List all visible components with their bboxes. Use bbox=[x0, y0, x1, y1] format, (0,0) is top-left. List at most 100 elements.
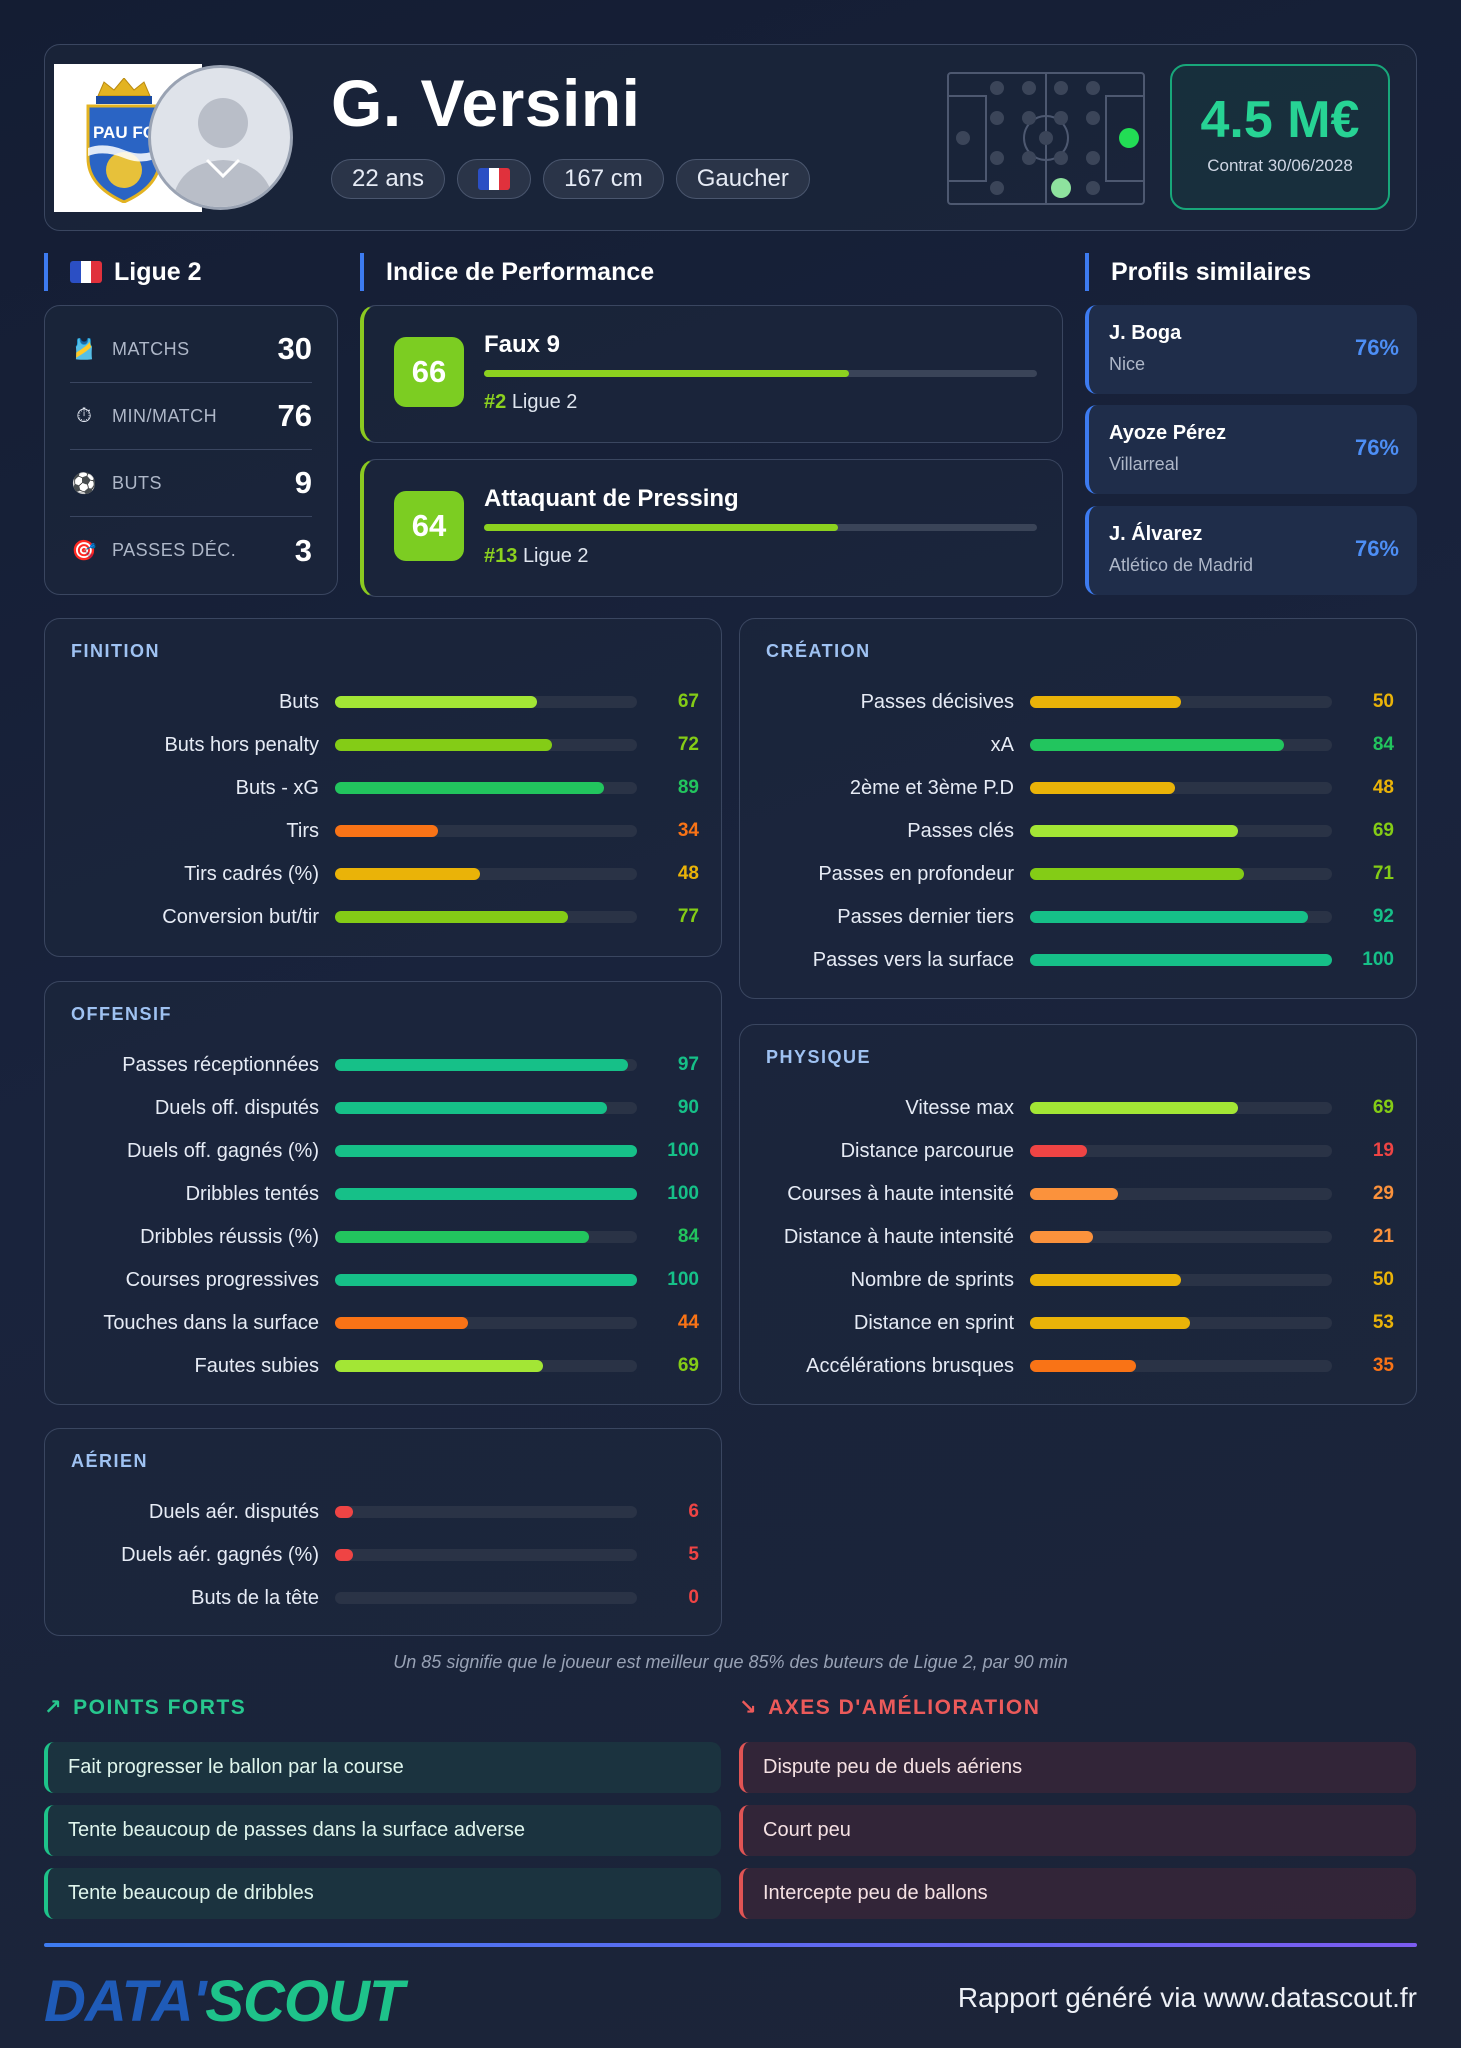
weakness-item: Dispute peu de duels aériens bbox=[739, 1742, 1416, 1793]
performance-score: 64 bbox=[394, 491, 464, 561]
similar-profile-card[interactable]: J. Álvarez Atlético de Madrid 76% bbox=[1085, 506, 1417, 595]
weaknesses-heading: ↘ AXES D'AMÉLIORATION bbox=[739, 1695, 1040, 1720]
metric-value: 21 bbox=[1372, 1226, 1394, 1247]
metric-row: Passes décisives 50 bbox=[740, 687, 1416, 717]
metric-label: Duels off. disputés bbox=[154, 1097, 319, 1119]
metric-value: 100 bbox=[667, 1140, 699, 1161]
metric-value: 6 bbox=[688, 1501, 699, 1522]
percentile-note: Un 85 signifie que le joueur est meilleu… bbox=[393, 1652, 1068, 1672]
metric-label: Passes réceptionnées bbox=[122, 1054, 319, 1076]
metric-bar bbox=[335, 868, 637, 880]
stat-row-assists: 🎯 PASSES DÉC. 3 bbox=[70, 517, 312, 584]
metric-label: Accélérations brusques bbox=[806, 1355, 1014, 1377]
performance-bar bbox=[484, 370, 1037, 377]
metric-value: 72 bbox=[677, 734, 699, 755]
metric-row: Duels aér. disputés 6 bbox=[45, 1497, 721, 1527]
metric-label: 2ème et 3ème P.D bbox=[849, 777, 1014, 799]
metric-bar-fill bbox=[335, 1102, 607, 1114]
metric-value: 100 bbox=[1362, 949, 1394, 970]
panel-title: PHYSIQUE bbox=[766, 1047, 872, 1067]
metric-bar bbox=[1030, 1231, 1332, 1243]
metric-row: Duels aér. gagnés (%) 5 bbox=[45, 1540, 721, 1570]
metric-bar-fill bbox=[335, 825, 438, 837]
panel-finition: FINITION Buts 67 Buts hors penalty 72 Buts -… bbox=[44, 618, 722, 957]
similar-profile-card[interactable]: J. Boga Nice 76% bbox=[1085, 305, 1417, 394]
metric-bar-fill bbox=[335, 1059, 628, 1071]
metric-value: 89 bbox=[677, 777, 699, 798]
metric-value: 67 bbox=[677, 691, 699, 712]
metric-bar bbox=[335, 1592, 637, 1604]
metric-bar bbox=[1030, 696, 1332, 708]
metric-bar-fill bbox=[335, 1231, 589, 1243]
stat-row-goals: ⚽ BUTS 9 bbox=[70, 450, 312, 517]
metric-bar-fill bbox=[1030, 1360, 1136, 1372]
metric-bar-fill bbox=[1030, 1145, 1088, 1157]
metric-bar-fill bbox=[335, 911, 568, 923]
stat-value: 9 bbox=[294, 465, 312, 500]
metric-value: 97 bbox=[677, 1054, 699, 1075]
metric-bar-fill bbox=[1030, 1188, 1118, 1200]
metric-value: 84 bbox=[1372, 734, 1394, 755]
player-info-pills: 22 ans 167 cm Gaucher bbox=[331, 159, 810, 199]
metric-value: 84 bbox=[677, 1226, 699, 1247]
panel-title: FINITION bbox=[71, 641, 160, 661]
metric-label: Distance en sprint bbox=[853, 1312, 1014, 1334]
metric-value: 92 bbox=[1372, 906, 1394, 927]
strengths-title: POINTS FORTS bbox=[73, 1695, 247, 1719]
strengths-heading: ↗ POINTS FORTS bbox=[44, 1695, 246, 1720]
similar-player-name: J. Boga bbox=[1109, 322, 1182, 344]
metric-value: 69 bbox=[1372, 820, 1394, 841]
metric-label: Fautes subies bbox=[194, 1355, 319, 1377]
metric-bar bbox=[1030, 1145, 1332, 1157]
similar-profile-card[interactable]: Ayoze Pérez Villarreal 76% bbox=[1085, 405, 1417, 494]
metric-bar bbox=[1030, 825, 1332, 837]
metric-row: Passes clés 69 bbox=[740, 816, 1416, 846]
metric-bar bbox=[335, 696, 637, 708]
metric-row: 2ème et 3ème P.D 48 bbox=[740, 773, 1416, 803]
metric-label: Distance parcourue bbox=[840, 1140, 1014, 1162]
metric-label: Buts hors penalty bbox=[164, 734, 319, 756]
metric-bar-fill bbox=[1030, 1317, 1191, 1329]
france-flag-icon bbox=[478, 168, 511, 190]
weakness-item: Intercepte peu de ballons bbox=[739, 1868, 1416, 1919]
metric-label: Passes décisives bbox=[860, 691, 1014, 713]
shirt-icon: 🎽 bbox=[71, 338, 97, 361]
metric-bar-fill bbox=[335, 1188, 637, 1200]
metric-value: 53 bbox=[1372, 1312, 1394, 1333]
metric-bar-fill bbox=[335, 696, 538, 708]
club-logo-text: PAU FC bbox=[93, 123, 155, 142]
age-pill: 22 ans bbox=[331, 159, 446, 199]
metric-bar-fill bbox=[335, 1360, 544, 1372]
stat-row-minutes: ⏱ MIN/MATCH 76 bbox=[70, 383, 312, 450]
metric-bar-fill bbox=[335, 1506, 354, 1518]
metric-bar bbox=[1030, 1317, 1332, 1329]
rank-league: Ligue 2 bbox=[511, 391, 578, 413]
metric-bar-fill bbox=[1030, 825, 1239, 837]
league-heading: Ligue 2 bbox=[44, 253, 202, 291]
metric-value: 19 bbox=[1372, 1140, 1394, 1161]
performance-card: 64 Attaquant de Pressing #13 Ligue 2 bbox=[360, 459, 1063, 597]
metric-bar bbox=[1030, 954, 1332, 966]
stat-label: MATCHS bbox=[112, 338, 190, 359]
metric-row: Conversion but/tir 77 bbox=[45, 902, 721, 932]
market-value-box: 4.5 M€ Contrat 30/06/2028 bbox=[1170, 64, 1390, 210]
logo-part-data: DATA' bbox=[44, 1969, 206, 2034]
metric-value: 50 bbox=[1372, 1269, 1394, 1290]
metric-label: Duels off. gagnés (%) bbox=[127, 1140, 319, 1162]
metric-value: 5 bbox=[688, 1544, 699, 1565]
metric-value: 35 bbox=[1372, 1355, 1394, 1376]
metric-value: 48 bbox=[1372, 777, 1394, 798]
metric-bar bbox=[335, 1102, 637, 1114]
metric-row: Passes vers la surface 100 bbox=[740, 945, 1416, 975]
metric-label: Vitesse max bbox=[905, 1097, 1014, 1119]
metric-bar bbox=[335, 739, 637, 751]
metric-row: Fautes subies 69 bbox=[45, 1351, 721, 1381]
metric-label: Buts de la tête bbox=[191, 1587, 319, 1609]
metric-bar-fill bbox=[335, 1317, 468, 1329]
stat-label: BUTS bbox=[112, 472, 163, 493]
metric-row: Duels off. disputés 90 bbox=[45, 1093, 721, 1123]
performance-bar bbox=[484, 524, 1037, 531]
metric-value: 100 bbox=[667, 1269, 699, 1290]
metric-bar-fill bbox=[335, 739, 553, 751]
france-flag-icon bbox=[70, 261, 102, 283]
